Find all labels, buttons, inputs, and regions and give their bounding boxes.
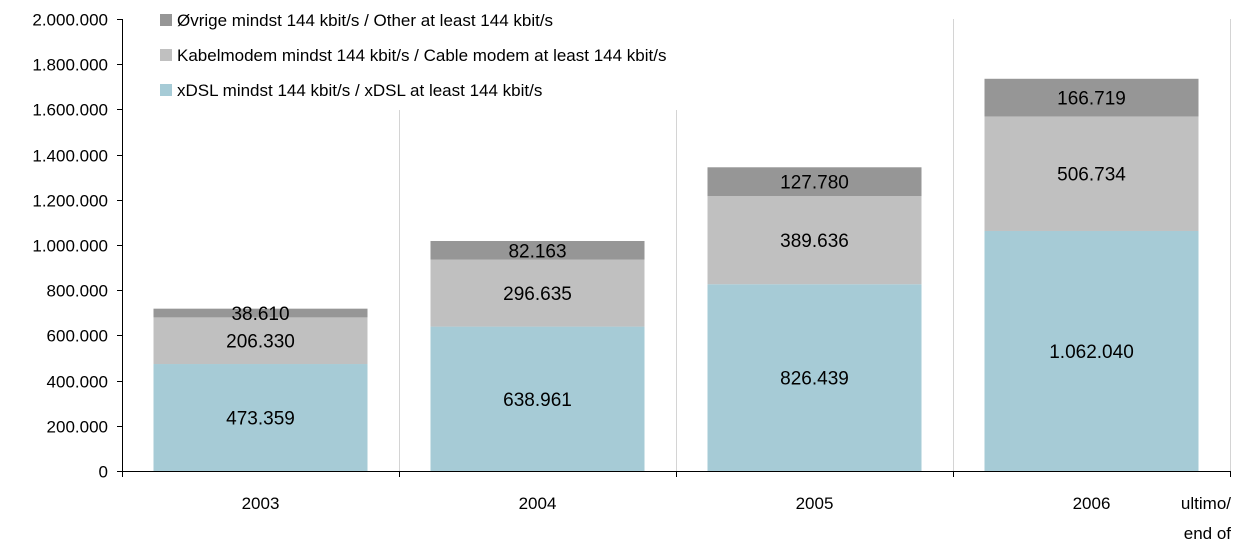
legend-background: [146, 4, 810, 110]
legend-swatch: [160, 14, 172, 26]
x-tick-label: 2003: [242, 494, 280, 513]
y-tick-label: 0: [99, 463, 108, 482]
y-tick-label: 2.000.000: [32, 11, 108, 30]
bar-segment: [430, 240, 645, 260]
y-tick-label: 200.000: [47, 418, 108, 437]
data-label: 38.610: [231, 304, 289, 325]
data-labels: 473.359 206.330 38.610 638.961 296.635 82.163…: [226, 89, 1134, 430]
bar-segment: [707, 284, 922, 471]
data-label: 826.439: [780, 369, 849, 390]
data-label: 166.719: [1057, 89, 1126, 110]
data-label: 82.163: [508, 241, 566, 262]
data-label: 127.780: [780, 173, 849, 194]
legend-label: Kabelmodem mindst 144 kbit/s / Cable mod…: [177, 46, 666, 65]
x-tick-label: 2005: [796, 494, 834, 513]
data-label: 389.636: [780, 231, 849, 252]
bar-segment: [984, 230, 1199, 471]
data-label: 638.961: [503, 390, 572, 411]
bar-segment: [984, 78, 1199, 117]
data-label: 506.734: [1057, 165, 1126, 186]
x-axis-note: end of: [1184, 524, 1232, 543]
bar-segment: [153, 317, 368, 365]
x-axis-note: ultimo/: [1181, 494, 1231, 513]
y-tick-label: 800.000: [47, 282, 108, 301]
y-tick-label: 1.200.000: [32, 192, 108, 211]
legend-swatch: [160, 49, 172, 61]
x-tick-label: 2006: [1073, 494, 1111, 513]
data-label: 206.330: [226, 332, 295, 353]
bar-segment: [984, 116, 1199, 231]
bar-segment: [430, 326, 645, 471]
x-tick-label: 2004: [519, 494, 557, 513]
bar-segment: [153, 308, 368, 318]
axes: 0 200.000 400.000 600.000 800.000 1.000.000 1.…: [32, 11, 1231, 544]
y-tick-label: 1.800.000: [32, 56, 108, 75]
y-tick-label: 600.000: [47, 327, 108, 346]
bar-segment: [153, 364, 368, 471]
y-tick-label: 1.400.000: [32, 147, 108, 166]
data-label: 1.062.040: [1049, 342, 1134, 363]
y-tick-label: 1.000.000: [32, 237, 108, 256]
legend-label: Øvrige mindst 144 kbit/s / Other at leas…: [177, 11, 553, 30]
bars: [153, 78, 1199, 471]
bar-segment: [707, 167, 922, 197]
legend-swatch: [160, 84, 172, 96]
data-label: 296.635: [503, 284, 572, 305]
legend: Øvrige mindst 144 kbit/s / Other at leas…: [146, 4, 810, 110]
bar-segment: [707, 196, 922, 285]
y-tick-label: 1.600.000: [32, 101, 108, 120]
y-tick-label: 400.000: [47, 373, 108, 392]
data-label: 473.359: [226, 409, 295, 430]
bar-segment: [430, 259, 645, 327]
legend-label: xDSL mindst 144 kbit/s / xDSL at least 1…: [177, 81, 542, 100]
